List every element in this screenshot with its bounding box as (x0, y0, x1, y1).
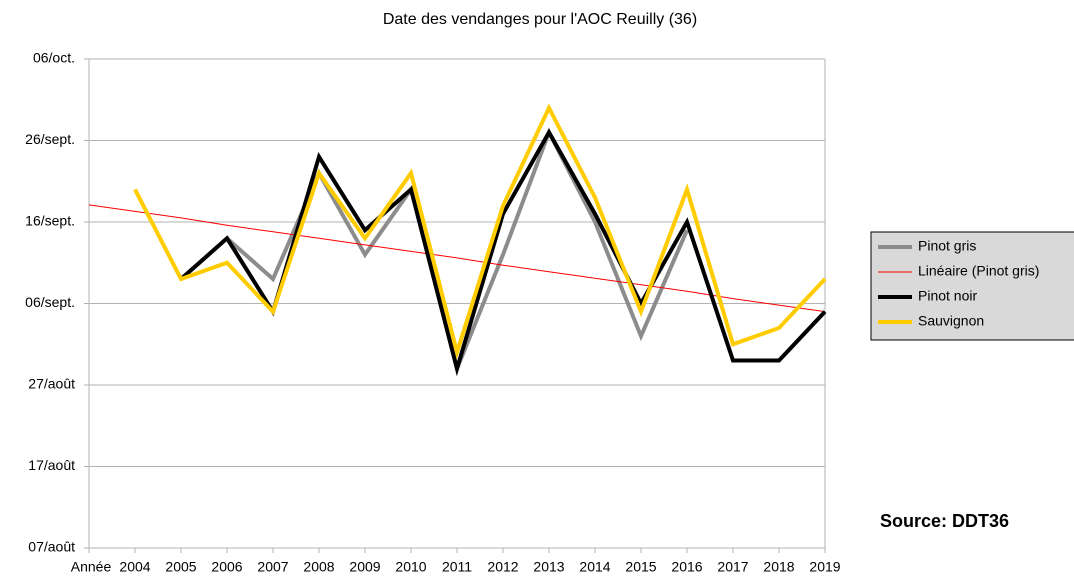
series-line (133, 103, 827, 360)
x-tick-label: 2004 (119, 559, 150, 575)
y-tick-label: 07/août (28, 539, 75, 555)
y-tick-label: 06/oct. (33, 50, 75, 66)
legend-label: Pinot noir (918, 288, 977, 304)
x-tick-label: 2018 (763, 559, 794, 575)
x-tick-label: 2019 (809, 559, 840, 575)
y-tick-label: 16/sept. (25, 213, 75, 229)
x-tick-label: 2005 (165, 559, 196, 575)
legend-label: Linéaire (Pinot gris) (918, 263, 1039, 279)
x-tick-label: 2006 (211, 559, 242, 575)
legend-label: Pinot gris (918, 238, 976, 254)
x-tick-label: Année (71, 559, 112, 575)
x-tick-label: 2016 (671, 559, 702, 575)
x-tick-label: 2014 (579, 559, 610, 575)
x-tick-label: 2011 (442, 559, 472, 575)
x-tick-label: 2007 (257, 559, 288, 575)
series-line (88, 204, 826, 313)
y-tick-label: 26/sept. (25, 131, 75, 147)
x-tick-label: 2009 (349, 559, 380, 575)
x-tick-label: 2017 (717, 559, 748, 575)
y-tick-label: 27/août (28, 376, 75, 392)
chart-title: Date des vendanges pour l'AOC Reuilly (3… (383, 11, 697, 28)
y-tick-label: 06/sept. (25, 294, 75, 310)
series-line (179, 127, 689, 376)
x-tick-label: 2010 (395, 559, 426, 575)
x-tick-label: 2015 (625, 559, 656, 575)
source-note: Source: DDT36 (880, 511, 1009, 531)
x-tick-label: 2008 (303, 559, 334, 575)
x-tick-label: 2012 (487, 559, 518, 575)
x-tick-label: 2013 (533, 559, 564, 575)
legend-label: Sauvignon (918, 313, 984, 329)
y-tick-label: 17/août (28, 457, 75, 473)
